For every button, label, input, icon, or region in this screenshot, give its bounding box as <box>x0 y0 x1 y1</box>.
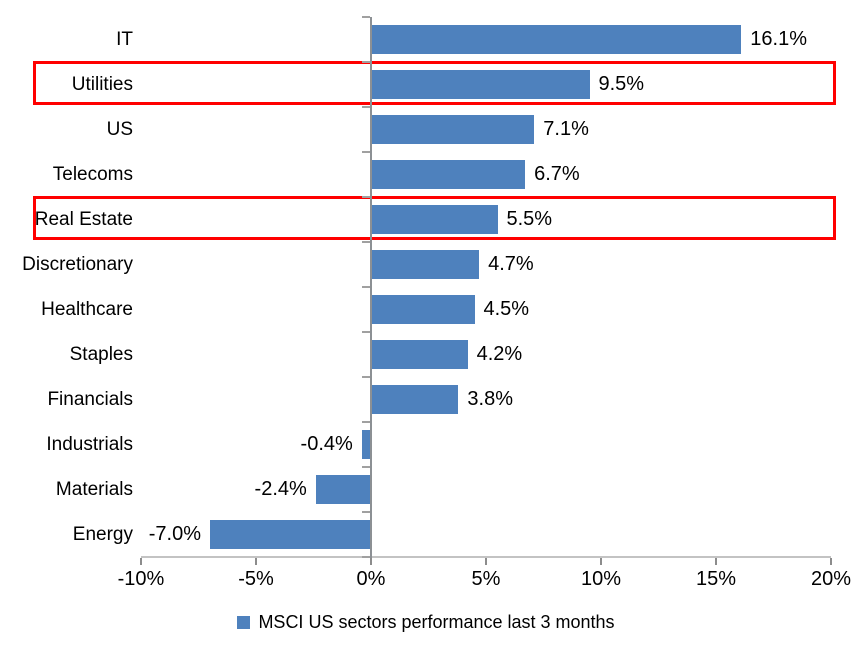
value-label: 4.5% <box>483 298 530 320</box>
value-tick-label: 15% <box>695 568 737 590</box>
value-tick <box>485 558 487 565</box>
value-tick-label: 10% <box>580 568 622 590</box>
category-label: Utilities <box>71 74 133 95</box>
category-label: US <box>106 119 133 140</box>
legend-marker-swatch <box>237 616 251 629</box>
value-tick <box>370 558 372 565</box>
category-label: Energy <box>72 524 133 545</box>
value-label: 16.1% <box>750 28 808 50</box>
category-tick <box>362 466 370 468</box>
value-label: 4.7% <box>488 253 534 275</box>
value-tick <box>830 558 832 565</box>
bar <box>371 385 459 414</box>
bar <box>371 70 590 99</box>
value-tick <box>255 558 257 565</box>
value-label: -0.4% <box>300 433 353 455</box>
category-tick <box>362 556 370 558</box>
value-axis-line <box>141 556 831 558</box>
value-tick <box>600 558 602 565</box>
legend-label: MSCI US sectors performance last 3 month… <box>258 612 615 632</box>
value-tick-label: -5% <box>238 568 274 590</box>
value-label: 9.5% <box>598 73 645 95</box>
bar <box>210 520 371 549</box>
value-label: 7.1% <box>543 118 589 140</box>
category-label: Real Estate <box>34 209 133 230</box>
category-label: Discretionary <box>22 254 133 275</box>
value-tick-label: 20% <box>810 568 852 590</box>
value-tick-label: -10% <box>117 568 165 590</box>
legend: MSCI US sectors performance last 3 month… <box>0 612 852 633</box>
value-label: -2.4% <box>254 478 307 500</box>
value-label: 3.8% <box>467 388 513 410</box>
bar <box>315 475 371 504</box>
category-tick <box>362 331 370 333</box>
category-tick <box>362 196 370 198</box>
value-label: 6.7% <box>534 163 580 185</box>
value-tick <box>715 558 717 565</box>
category-label: Staples <box>69 344 133 365</box>
category-tick <box>362 376 370 378</box>
bar <box>371 250 480 279</box>
category-tick <box>362 106 370 108</box>
bar <box>371 25 742 54</box>
bar <box>361 430 371 459</box>
category-tick <box>362 16 370 18</box>
value-label: -7.0% <box>148 523 201 545</box>
value-tick-label: 0% <box>356 568 386 590</box>
category-tick <box>362 511 370 513</box>
category-label: Industrials <box>46 434 133 455</box>
bar <box>371 295 475 324</box>
category-label: IT <box>116 29 133 50</box>
category-tick <box>362 286 370 288</box>
category-label: Financials <box>47 389 133 410</box>
value-label: 4.2% <box>476 343 523 365</box>
category-tick <box>362 61 370 63</box>
category-tick <box>362 241 370 243</box>
category-label: Telecoms <box>52 164 133 185</box>
bar <box>371 340 468 369</box>
value-label: 5.5% <box>506 208 553 230</box>
value-tick-label: 5% <box>471 568 501 590</box>
bar <box>371 115 535 144</box>
bar <box>371 205 498 234</box>
bar <box>371 160 526 189</box>
category-axis-line <box>370 17 372 558</box>
value-tick <box>140 558 142 565</box>
category-tick <box>362 421 370 423</box>
category-tick <box>362 151 370 153</box>
category-label: Materials <box>55 479 133 500</box>
category-label: Healthcare <box>41 299 133 320</box>
